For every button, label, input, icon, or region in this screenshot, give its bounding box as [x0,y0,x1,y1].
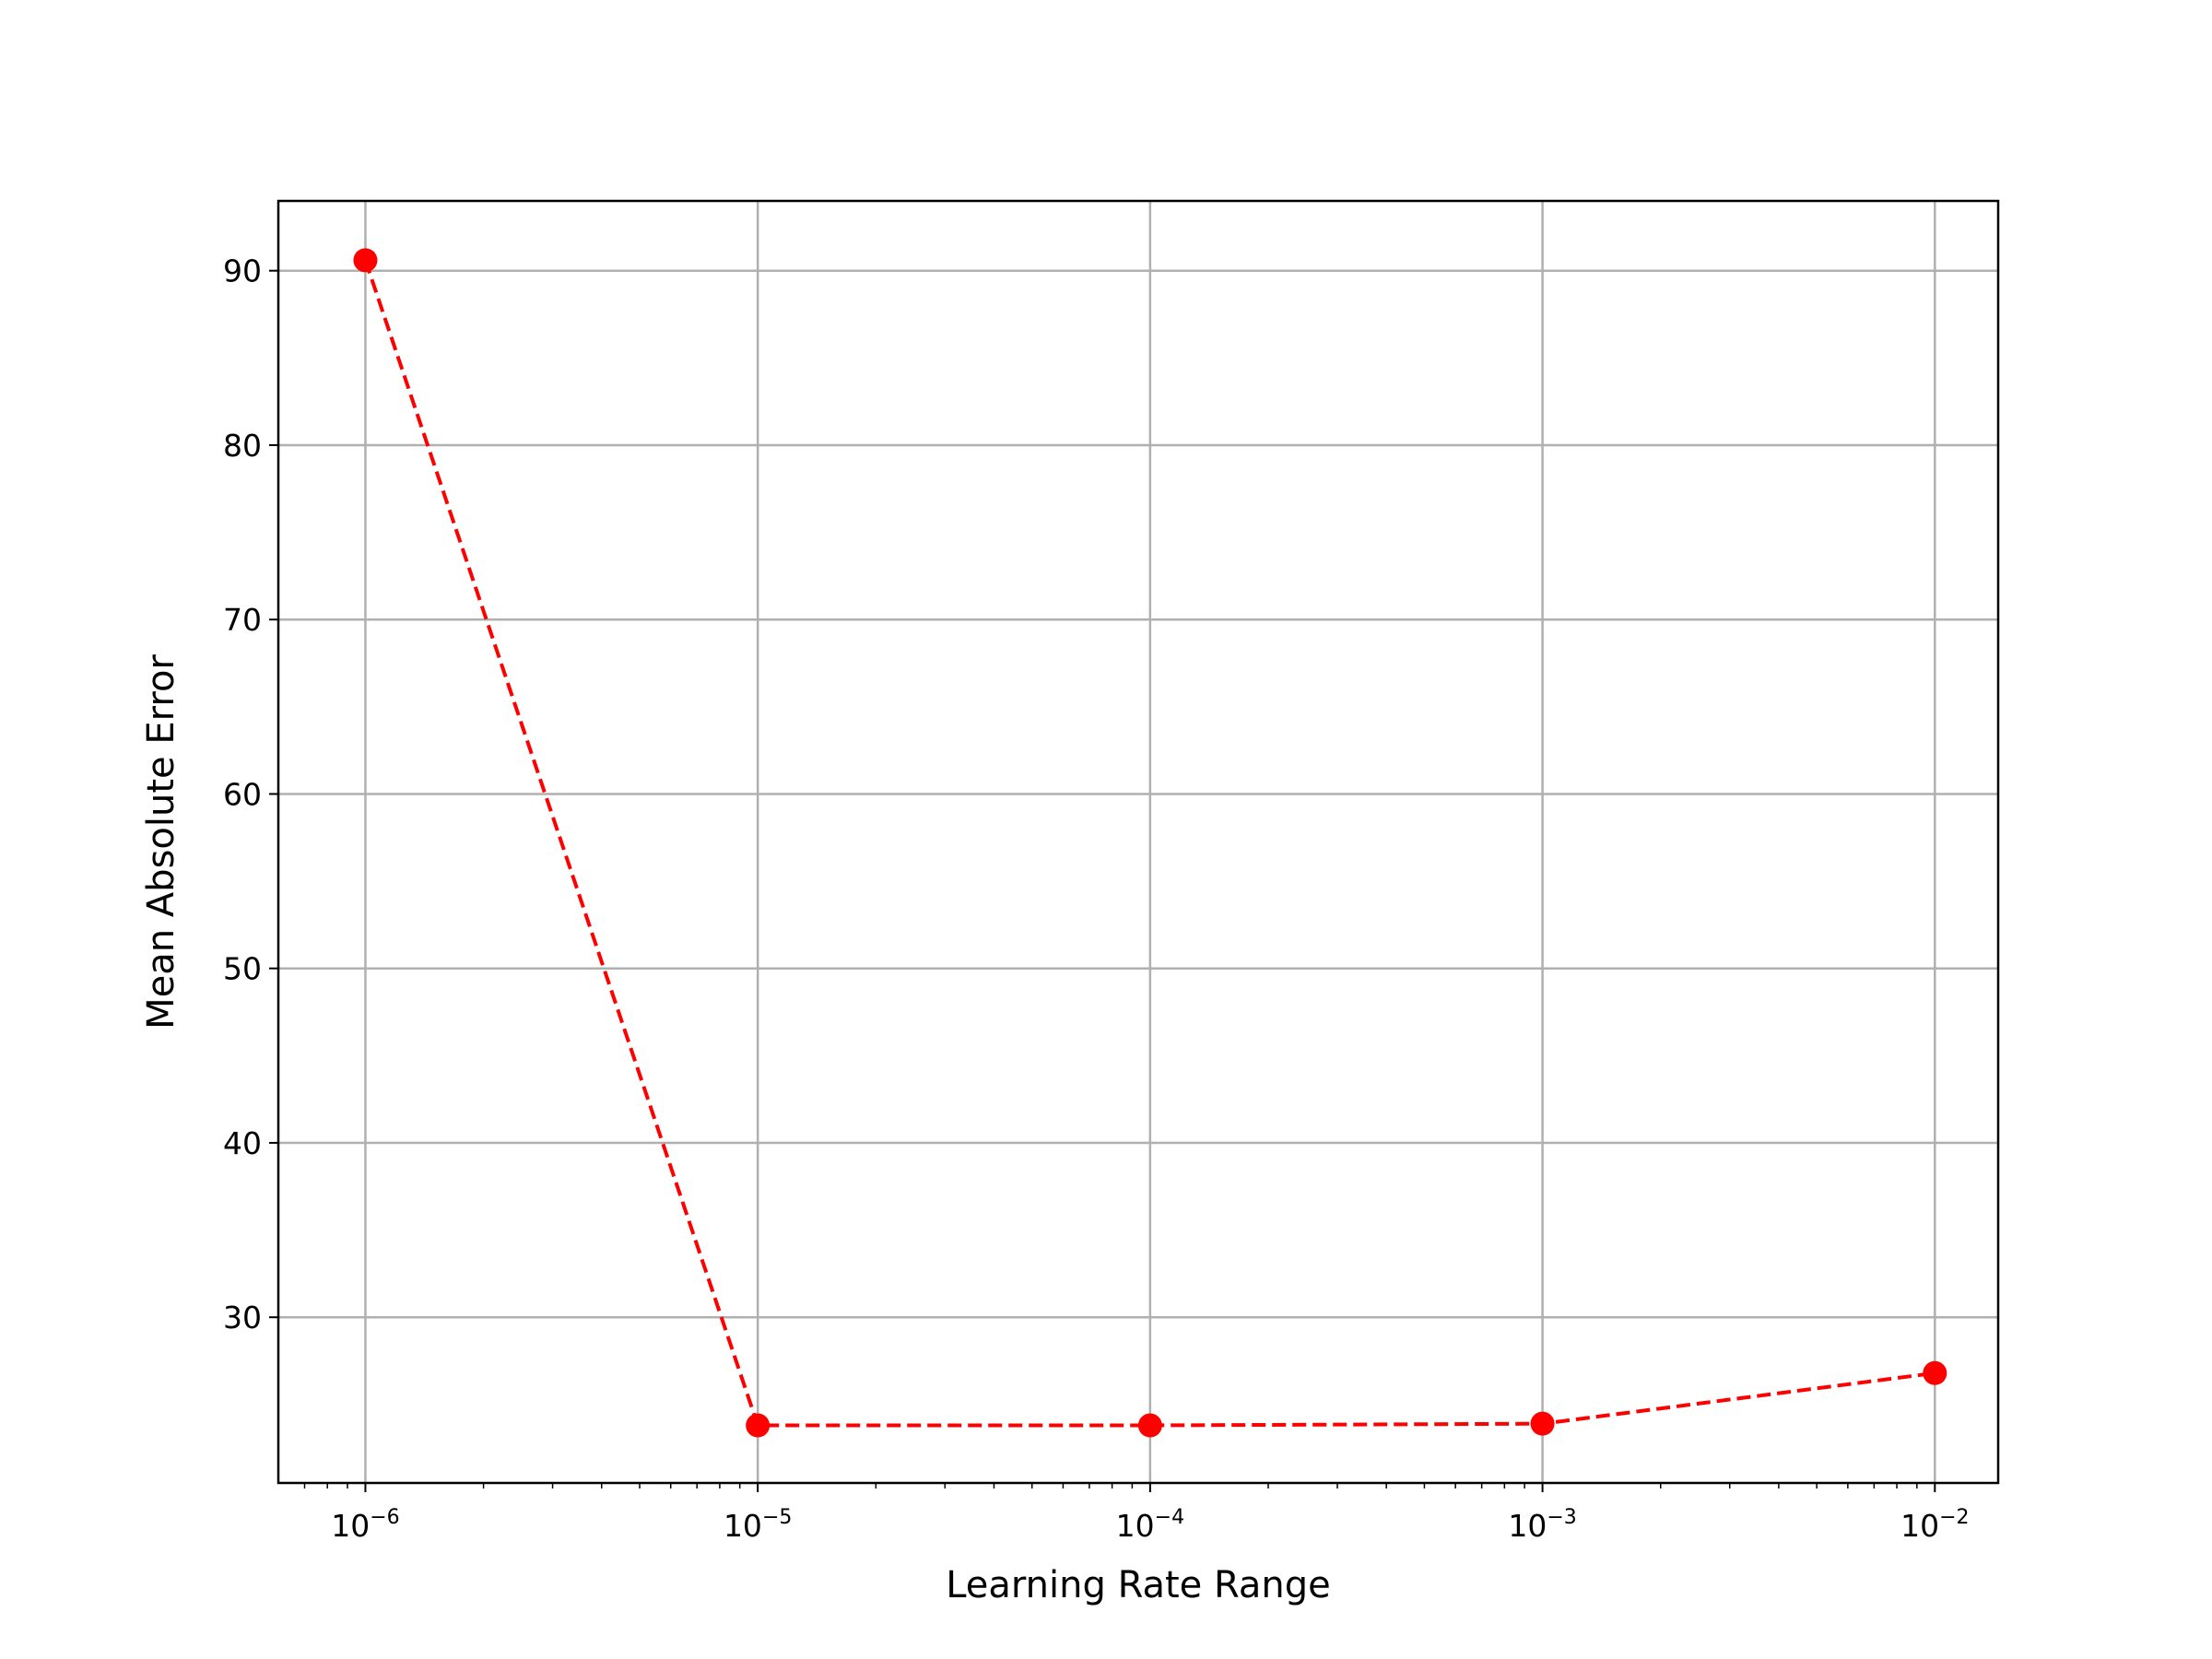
y-tick-label: 50 [223,951,262,987]
y-tick-label: 70 [223,602,262,638]
x-tick-label: 10−6 [331,1506,399,1544]
data-point [353,248,378,273]
x-tick-label: 10−5 [724,1506,792,1544]
x-tick-label: 10−2 [1900,1506,1969,1544]
axis-ticks: 30 40 50 60 70 80 90 10−6 10−5 10−4 10−3 10−2 [223,253,1970,1544]
series-line [363,259,1936,1428]
y-tick-label: 80 [223,428,262,464]
data-point [746,1413,771,1438]
y-tick-label: 60 [223,776,262,812]
plot-frame [276,199,2000,1485]
x-minor-ticks [303,1483,1918,1488]
x-axis-label: Learning Rate Range [946,1564,1331,1606]
y-tick-label: 90 [223,253,262,289]
y-axis-label: Mean Absolute Error [140,654,182,1030]
y-tick-label: 40 [223,1125,262,1161]
x-tick-label: 10−3 [1508,1506,1576,1544]
y-tick-label: 30 [223,1300,262,1335]
data-point [1923,1360,1947,1385]
data-point [1137,1413,1162,1438]
grid [278,201,1998,1483]
x-tick-label: 10−4 [1116,1506,1184,1544]
series-layer [353,248,1947,1438]
data-point [1530,1411,1555,1436]
